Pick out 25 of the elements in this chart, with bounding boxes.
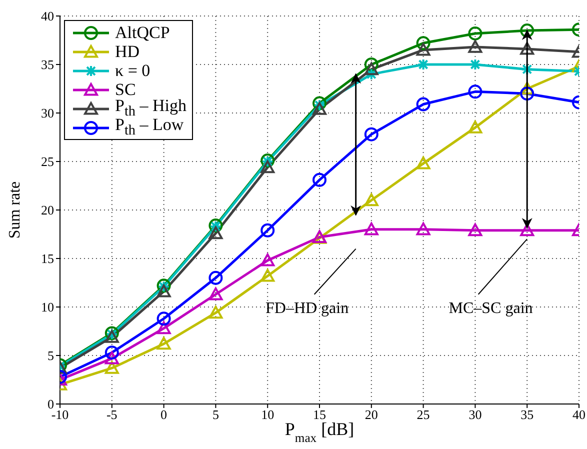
y-tick-label: 15 xyxy=(41,251,54,266)
y-axis-title: Sum rate xyxy=(6,181,24,239)
x-tick-label: 0 xyxy=(160,407,168,422)
x-tick-label: 40 xyxy=(572,407,586,422)
y-tick-label: 30 xyxy=(41,106,54,121)
legend-label: AltQCP xyxy=(115,22,170,42)
annotation: FD–HD gain xyxy=(265,300,349,317)
y-tick-label: 10 xyxy=(41,300,54,315)
annotation: MC–SC gain xyxy=(448,300,533,317)
x-tick-label: 5 xyxy=(212,407,219,422)
x-tick-label: 20 xyxy=(364,407,378,422)
legend-label: κ = 0 xyxy=(115,60,150,80)
y-tick-label: 20 xyxy=(41,202,54,218)
y-tick-label: 40 xyxy=(41,8,54,24)
x-tick-label: 25 xyxy=(416,407,430,422)
legend-label: HD xyxy=(115,42,140,62)
y-tick-label: 35 xyxy=(41,57,54,72)
x-tick-label: 10 xyxy=(261,407,274,422)
x-tick-label: 35 xyxy=(520,407,534,422)
y-tick-label: 25 xyxy=(41,154,54,170)
y-tick-label: 5 xyxy=(48,348,54,364)
x-tick-label: -10 xyxy=(51,407,69,422)
x-tick-label: -5 xyxy=(106,407,118,422)
x-tick-label: 30 xyxy=(468,407,482,422)
y-tick-label: 0 xyxy=(48,396,54,412)
